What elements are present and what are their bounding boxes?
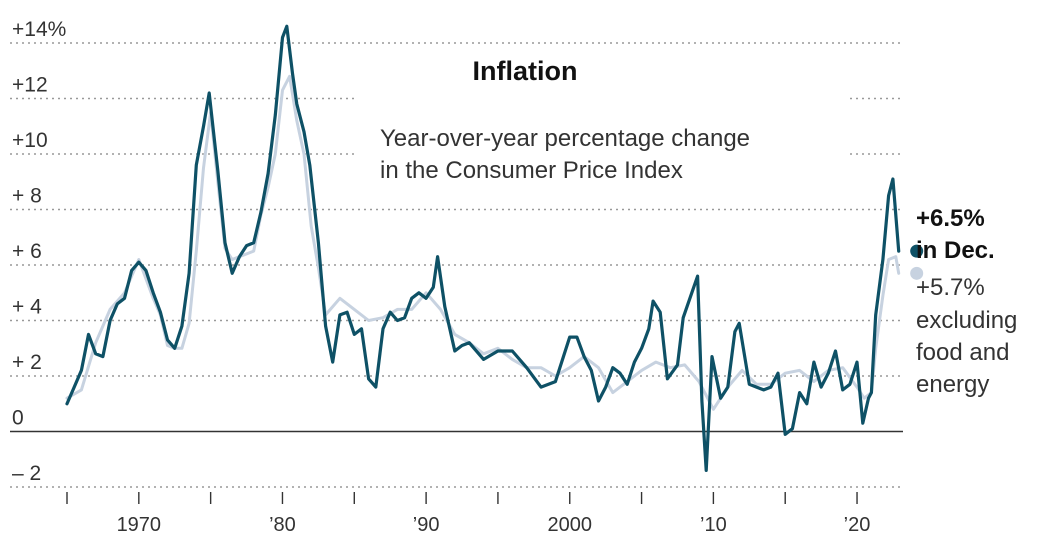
y-tick-label: – 2 <box>12 462 41 485</box>
x-tick-label: 2000 <box>547 514 592 536</box>
chart-subtitle-line-2: in the Consumer Price Index <box>380 157 683 184</box>
y-tick-label: + 6 <box>12 240 42 263</box>
end-dot-headline-cpi <box>910 244 924 258</box>
end-markers <box>910 244 924 280</box>
annotation-secondary-line-1: +5.7% <box>916 274 985 301</box>
y-tick-label: + 4 <box>12 296 42 319</box>
chart-subtitle-line-1: Year-over-year percentage change <box>380 125 750 152</box>
title-backdrop <box>355 50 850 200</box>
x-tick-label: ’20 <box>844 514 871 536</box>
y-tick-label: 0 <box>12 407 24 430</box>
annotation-secondary-line-3: food and <box>916 339 1009 366</box>
y-tick-label: + 8 <box>12 185 42 208</box>
x-tick-label: 1970 <box>117 514 162 536</box>
x-axis: 1970 ’80 ’90 2000 ’10 ’20 <box>66 492 871 536</box>
y-tick-label: +14% <box>12 18 66 41</box>
annotation-main-value: +6.5% <box>916 205 985 232</box>
y-tick-label: +10 <box>12 129 48 152</box>
x-tick-label: ’10 <box>700 514 727 536</box>
series-lines <box>65 24 901 472</box>
annotation-secondary-line-2: excluding <box>916 307 1017 334</box>
series-line-core-cpi <box>65 74 901 411</box>
y-tick-label: +12 <box>12 74 48 97</box>
annotation-main-label: in Dec. <box>916 237 995 264</box>
annotation-secondary-line-4: energy <box>916 371 989 398</box>
x-tick-label: ’80 <box>269 514 296 536</box>
series-line-headline-cpi <box>65 24 901 472</box>
chart-title: Inflation <box>473 56 578 86</box>
x-tick-label: ’90 <box>413 514 440 536</box>
end-dot-core-cpi <box>910 266 924 280</box>
y-tick-label: + 2 <box>12 351 42 374</box>
y-axis: +14% +12 +10 + 8 + 6 + 4 + 2 0 – 2 <box>12 18 66 485</box>
